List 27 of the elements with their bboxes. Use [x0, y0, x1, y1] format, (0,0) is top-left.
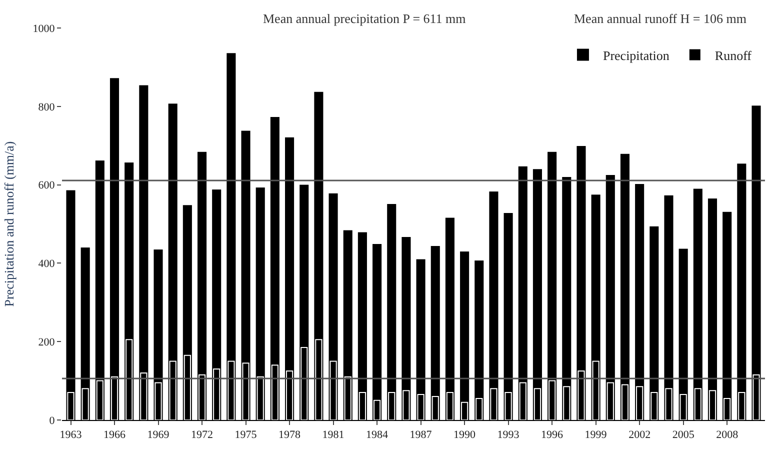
y-axis-title: Precipitation and runoff (mm/a) [2, 141, 17, 307]
x-tick-label: 1963 [60, 429, 82, 442]
x-tick-label: 1999 [584, 429, 608, 442]
x-tick-label: 1972 [191, 429, 214, 442]
y-tick-label: 800 [38, 101, 56, 114]
x-tick-label: 2002 [628, 429, 651, 442]
x-tick-label: 1987 [410, 429, 432, 442]
x-tick-label: 1984 [366, 429, 389, 442]
y-tick-label: 0 [49, 414, 56, 427]
x-tick-label: 1969 [147, 429, 170, 442]
x-tick-label: 1993 [497, 429, 520, 442]
y-tick-label: 200 [38, 336, 56, 348]
x-tick-label: 2005 [672, 429, 695, 442]
y-tick-label: 1000 [32, 22, 56, 35]
text: Mean annual runoff H = 106 mm [574, 11, 746, 26]
y-tick-label: 400 [38, 258, 56, 270]
x-tick-label: 1990 [454, 429, 476, 442]
text: Mean annual precipitation P = 611 mm [263, 11, 466, 26]
legend-label: Runoff [714, 48, 752, 63]
y-tick-label: 600 [38, 180, 56, 192]
legend-label: Precipitation [602, 48, 670, 63]
x-tick-label: 1996 [541, 429, 564, 442]
x-tick-label: 1978 [278, 429, 302, 442]
x-tick-label: 1981 [322, 429, 344, 442]
x-tick-label: 2008 [716, 429, 739, 442]
x-tick-label: 1966 [104, 429, 126, 442]
x-tick-label: 1975 [234, 429, 258, 442]
